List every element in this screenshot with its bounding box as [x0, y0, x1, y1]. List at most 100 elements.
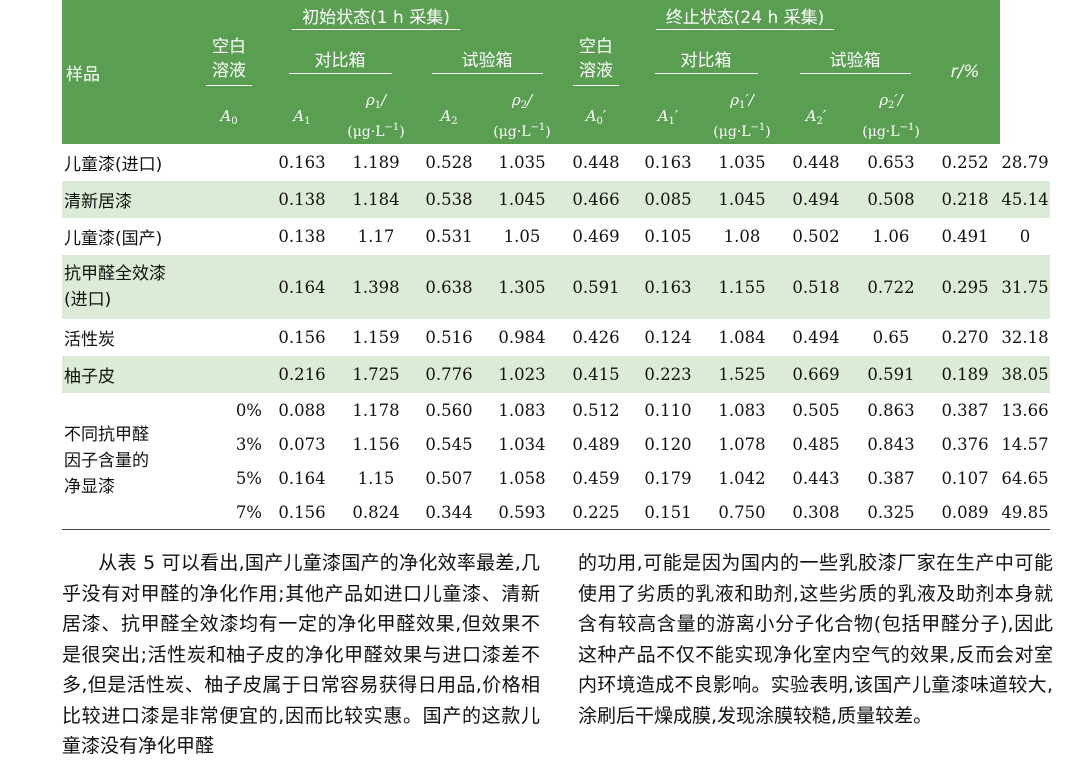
table-cell: 0.516 [425, 328, 473, 347]
table-cell: 0.843 [867, 434, 915, 454]
percent-cell: 0% [235, 400, 262, 420]
table-cell: 0.156 [266, 495, 338, 530]
table-cell: 1.398 [352, 277, 400, 297]
table-cell: 0.163 [644, 153, 692, 172]
a2-prime-header: A2′ [805, 106, 827, 127]
row-label: 抗甲醛全效漆 (进口) [64, 264, 166, 310]
a1-prime-header: A1′ [657, 106, 679, 127]
table-cell: 32.18 [1001, 328, 1049, 347]
table-cell: 1.045 [718, 190, 766, 209]
table-cell: 0.448 [792, 153, 840, 172]
table-cell: 0.105 [644, 227, 692, 246]
table-cell: 1.045 [498, 190, 546, 209]
table-cell: 0.085 [644, 190, 692, 209]
table-cell: 0.485 [792, 434, 840, 454]
table-cell: 1.078 [718, 434, 766, 454]
paragraph-right: 的功用,可能是因为国内的一些乳胶漆厂家在生产中可能使用了劣质的乳液和助剂,这些劣… [578, 552, 1053, 727]
table-cell: 0.863 [867, 400, 915, 420]
table-cell: 1.159 [352, 328, 400, 347]
table-cell: 0.107 [941, 468, 989, 488]
table-cell: 1.17 [357, 227, 395, 246]
table-cell: 0.120 [644, 434, 692, 454]
table-cell: 0.151 [632, 495, 705, 530]
table-cell: 0.344 [414, 495, 484, 530]
table-cell: 0.387 [867, 468, 915, 488]
table-cell: 0.164 [278, 468, 326, 488]
table-cell: 0.270 [941, 328, 989, 347]
table-cell: 0.538 [425, 190, 473, 209]
table-cell: 38.05 [1001, 365, 1049, 384]
table-cell: 0.545 [425, 434, 473, 454]
row-label: 柚子皮 [64, 367, 115, 387]
table-cell: 0.984 [498, 328, 546, 347]
table-cell: 0.223 [644, 365, 692, 384]
table-row: 3% 0.073 1.156 0.545 1.034 0.489 0.120 1.078 0.4… [62, 427, 1050, 461]
percent-cell: 5% [235, 468, 262, 488]
table-cell: 1.156 [352, 434, 400, 454]
table-cell: 0.448 [572, 153, 620, 172]
table-cell: 14.57 [1001, 434, 1049, 454]
table-cell: 0.325 [852, 495, 931, 530]
table-cell: 28.79 [1001, 153, 1049, 172]
row-label: 活性炭 [64, 330, 115, 350]
table-row: 清新居漆 0.138 1.184 0.538 1.045 0.466 0.085 1.045 0… [62, 181, 1050, 218]
blank-solution-final-header: 空白 溶液 [560, 32, 632, 88]
table-header: 样品 初始状态(1 h 采集) 终止状态(24 h 采集) r/% 空白 溶液 对… [62, 0, 1050, 144]
table-cell: 1.06 [872, 227, 910, 246]
table-cell: 1.035 [718, 153, 766, 172]
table-row: 柚子皮 0.216 1.725 0.776 1.023 0.415 0.223 1.525 0.… [62, 356, 1050, 393]
table-cell: 0.089 [930, 495, 1001, 530]
a1-header: A1 [293, 106, 311, 127]
table-cell: 1.05 [503, 227, 541, 246]
table-cell: 0.591 [867, 365, 915, 384]
table-cell: 0.518 [792, 277, 840, 297]
table-cell: 0.528 [425, 153, 473, 172]
table-cell: 1.08 [723, 227, 761, 246]
table-cell: 0.179 [644, 468, 692, 488]
table-cell: 0.163 [278, 153, 326, 172]
sample-header: 样品 [66, 64, 100, 85]
table-cell: 49.85 [1000, 495, 1050, 530]
table-cell: 0.387 [941, 400, 989, 420]
table-cell: 0.531 [425, 227, 473, 246]
table-cell: 0.507 [425, 468, 473, 488]
control-box-final-header: 对比箱 [632, 32, 780, 88]
table-cell: 0.156 [278, 328, 326, 347]
table-cell: 0.088 [278, 400, 326, 420]
table-cell: 1.034 [498, 434, 546, 454]
rho1-header: ρ1/(μg·L−1) [347, 91, 405, 140]
table-cell: 1.725 [352, 365, 400, 384]
table-cell: 1.178 [352, 400, 400, 420]
table-cell: 0.443 [792, 468, 840, 488]
paragraph-left: 从表 5 可以看出,国产儿童漆国产的净化效率最差,几乎没有对甲醛的净化作用;其他… [62, 552, 540, 757]
table-cell: 0.469 [572, 227, 620, 246]
table-cell: 1.083 [498, 400, 546, 420]
table-cell: 13.66 [1001, 400, 1049, 420]
table-cell: 0.508 [867, 190, 915, 209]
final-state-header: 终止状态(24 h 采集) [560, 0, 930, 32]
percent-cell: 7% [192, 495, 266, 530]
table-cell: 0.491 [941, 227, 989, 246]
table-cell: 0.776 [425, 365, 473, 384]
table-cell: 0.218 [941, 190, 989, 209]
control-box-header: 对比箱 [266, 32, 414, 88]
table-cell: 0.426 [572, 328, 620, 347]
test-box-header: 试验箱 [414, 32, 560, 88]
rho2-prime-header: ρ2′/(μg·L−1) [862, 91, 920, 140]
table-cell: 0.163 [644, 277, 692, 297]
table-cell: 0.653 [867, 153, 915, 172]
table-cell: 1.042 [718, 468, 766, 488]
table-cell: 64.65 [1001, 468, 1049, 488]
table-cell: 0.512 [572, 400, 620, 420]
table-row: 抗甲醛全效漆 (进口) 0.164 1.398 0.638 1.305 0.591 0.163… [62, 255, 1050, 319]
rho1-prime-header: ρ1′/(μg·L−1) [713, 91, 771, 140]
table-cell: 31.75 [1001, 277, 1049, 297]
table-cell: 0.65 [872, 328, 910, 347]
table-cell: 0.164 [278, 277, 326, 297]
table-cell: 0.189 [941, 365, 989, 384]
table-cell: 0.502 [792, 227, 840, 246]
table-cell: 0.252 [941, 153, 989, 172]
table-cell: 0.138 [278, 227, 326, 246]
a2-header: A2 [440, 106, 458, 127]
table-cell: 0.824 [338, 495, 414, 530]
